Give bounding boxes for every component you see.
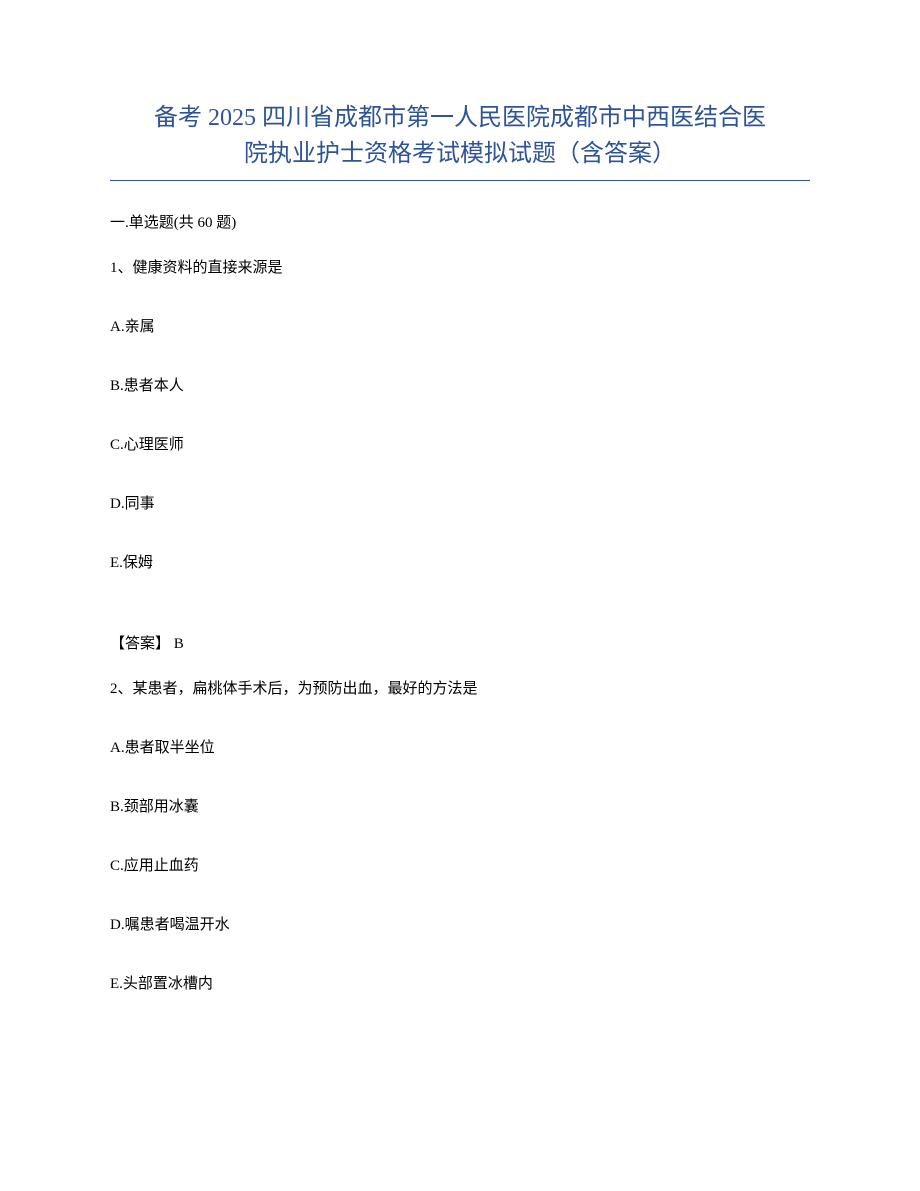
question-2-stem: 2、某患者，扁桃体手术后，为预防出血，最好的方法是	[110, 677, 810, 698]
question-1-answer: 【答案】 B	[110, 632, 810, 653]
title-line-1: 备考 2025 四川省成都市第一人民医院成都市中西医结合医	[110, 100, 810, 136]
title-underline	[110, 180, 810, 181]
question-1-option-c: C.心理医师	[110, 433, 810, 454]
question-1-option-b: B.患者本人	[110, 374, 810, 395]
section-header: 一.单选题(共 60 题)	[110, 211, 810, 232]
question-1-stem: 1、健康资料的直接来源是	[110, 256, 810, 277]
document-title: 备考 2025 四川省成都市第一人民医院成都市中西医结合医 院执业护士资格考试模…	[110, 100, 810, 172]
question-2-option-d: D.嘱患者喝温开水	[110, 913, 810, 934]
question-1-option-e: E.保姆	[110, 551, 810, 572]
question-1-option-a: A.亲属	[110, 315, 810, 336]
question-2-option-b: B.颈部用冰囊	[110, 795, 810, 816]
question-2-option-a: A.患者取半坐位	[110, 736, 810, 757]
question-2-option-c: C.应用止血药	[110, 854, 810, 875]
question-1-option-d: D.同事	[110, 492, 810, 513]
title-line-2: 院执业护士资格考试模拟试题（含答案）	[110, 136, 810, 172]
question-2-option-e: E.头部置冰槽内	[110, 972, 810, 993]
